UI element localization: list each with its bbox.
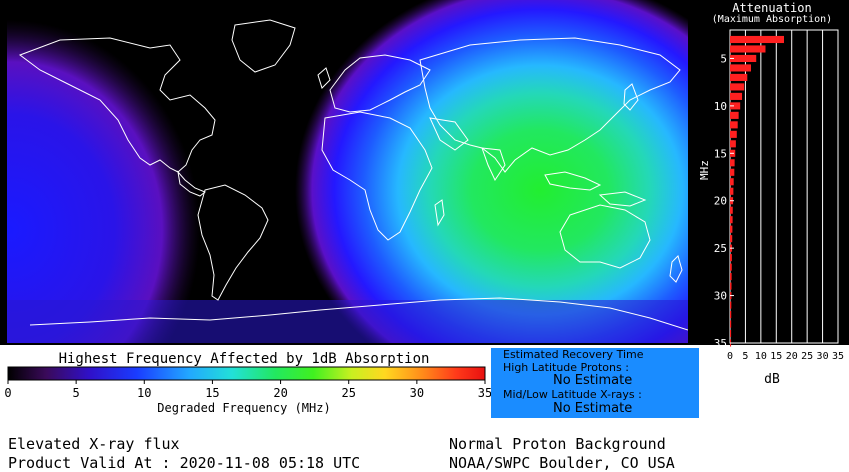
- attenuation-y-ticks: 5 10 15 20 25 30 35: [714, 52, 734, 350]
- att-bar: [730, 320, 732, 328]
- att-bar: [730, 282, 732, 290]
- att-x-tick-label: 30: [817, 351, 829, 362]
- attenuation-gridlines: [744, 30, 824, 343]
- cb-tick-label: 5: [73, 386, 80, 400]
- att-x-tick-label: 0: [727, 351, 733, 362]
- att-bar: [730, 111, 739, 119]
- cb-tick-label: 10: [137, 386, 151, 400]
- att-bar: [730, 235, 733, 243]
- att-bar: [730, 130, 737, 138]
- att-bar: [730, 310, 732, 319]
- recovery-title: Estimated Recovery Time: [503, 348, 644, 361]
- cb-tick-label: 35: [478, 386, 492, 400]
- att-y-tick-label: 5: [720, 52, 727, 65]
- att-bar: [730, 187, 734, 195]
- attenuation-title: Attenuation: [732, 1, 811, 15]
- att-bar: [730, 121, 738, 129]
- colorbar: Highest Frequency Affected by 1dB Absorp…: [4, 351, 492, 415]
- absorption-map: [0, 0, 706, 345]
- att-bar: [730, 73, 748, 81]
- high-latitude-label: High Latitude Protons :: [503, 361, 629, 374]
- att-x-tick-label: 20: [786, 351, 798, 362]
- att-bar: [730, 54, 757, 63]
- att-y-tick-label: 10: [714, 100, 727, 113]
- footer-xray-status: Elevated X-ray flux: [8, 435, 180, 453]
- att-y-tick-label: 35: [714, 337, 727, 350]
- attenuation-panel: Attenuation (Maximum Absorption) 5101520…: [698, 0, 849, 362]
- att-y-tick-label: 15: [714, 147, 727, 160]
- att-bar: [730, 263, 732, 271]
- att-bar: [730, 254, 732, 262]
- cb-tick-label: 20: [273, 386, 287, 400]
- att-bar: [730, 206, 733, 214]
- footer-proton-status: Normal Proton Background: [449, 435, 666, 453]
- att-bar: [730, 159, 735, 167]
- att-bar: [730, 329, 732, 338]
- footer-source: NOAA/SWPC Boulder, CO USA: [449, 454, 675, 472]
- attenuation-subtitle: (Maximum Absorption): [712, 14, 832, 25]
- absorption-region-wrap: [7, 20, 200, 343]
- att-bar: [730, 92, 743, 100]
- attenuation-x-ticks: 0 5 10 15 20 25 30 35: [727, 351, 844, 362]
- attenuation-y-axis-label: MHz: [698, 160, 711, 180]
- colorbar-title: Highest Frequency Affected by 1dB Absorp…: [59, 351, 430, 367]
- low-latitude-value: No Estimate: [553, 401, 633, 416]
- recovery-box: Estimated Recovery Time High Latitude Pr…: [491, 348, 699, 418]
- cb-tick-label: 0: [4, 386, 11, 400]
- att-bar: [730, 102, 741, 110]
- att-x-tick-label: 35: [832, 351, 844, 362]
- colorbar-xlabel: Degraded Frequency (MHz): [157, 401, 330, 415]
- attenuation-x-axis-label: dB: [764, 372, 780, 387]
- att-bar: [730, 273, 732, 281]
- cb-tick-label: 15: [205, 386, 219, 400]
- att-y-tick-label: 25: [714, 242, 727, 255]
- att-bar: [730, 45, 766, 53]
- cb-tick-label: 30: [410, 386, 424, 400]
- att-bar: [730, 168, 735, 176]
- attenuation-plot-frame: [729, 29, 839, 344]
- colorbar-ticks: 0 5 10 15 20 25 30 35: [4, 380, 492, 400]
- att-y-tick-label: 20: [714, 195, 727, 208]
- coastlines: [18, 19, 688, 331]
- polar-band: [7, 300, 688, 343]
- cb-tick-label: 25: [341, 386, 355, 400]
- att-x-tick-label: 5: [742, 351, 748, 362]
- colorbar-gradient: [7, 366, 486, 381]
- att-y-tick-label: 30: [714, 290, 727, 303]
- att-bar: [730, 178, 734, 186]
- att-bar: [730, 301, 732, 309]
- att-bar: [730, 83, 745, 91]
- att-x-tick-label: 10: [755, 351, 767, 362]
- low-latitude-label: Mid/Low Latitude X-rays :: [503, 388, 642, 401]
- att-bar: [730, 216, 733, 224]
- att-x-tick-label: 15: [770, 351, 782, 362]
- high-latitude-value: No Estimate: [553, 373, 633, 388]
- att-bar: [730, 64, 751, 72]
- footer-valid-time: Product Valid At : 2020-11-08 05:18 UTC: [8, 454, 361, 472]
- att-bar: [730, 140, 736, 148]
- att-bar: [730, 35, 784, 44]
- att-x-tick-label: 25: [801, 351, 813, 362]
- att-bar: [730, 225, 733, 233]
